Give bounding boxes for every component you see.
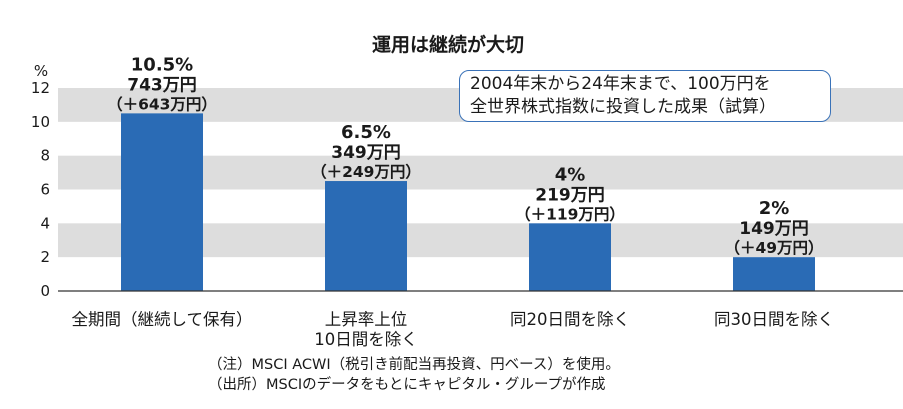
y-tick-label: 12 — [31, 79, 50, 97]
x-tick-label: 上昇率上位 — [325, 310, 408, 329]
data-label-gain: （＋643万円） — [107, 95, 217, 113]
footnote-note: （注）MSCI ACWI（税引き前配当再投資、円ベース）を使用。 — [208, 357, 620, 373]
data-label-gain: （＋249万円） — [311, 163, 421, 181]
x-tick-label: 同30日間を除く — [714, 310, 834, 329]
y-tick-label: 8 — [40, 147, 50, 165]
data-label-percent: 2% — [759, 198, 790, 219]
data-label-gain: （＋49万円） — [724, 239, 823, 257]
y-axis-ticks: 0 2 4 6 8 10 12 — [31, 79, 50, 300]
x-tick-label: 10日間を除く — [314, 330, 418, 349]
bars — [121, 113, 815, 291]
data-label-amount: 149万円 — [739, 219, 809, 239]
footnote-source: （出所）MSCIのデータをもとにキャピタル・グループが作成 — [208, 377, 606, 393]
y-tick-label: 0 — [40, 282, 50, 300]
chart-title: 運用は継続が大切 — [372, 33, 524, 56]
data-label-amount: 349万円 — [331, 143, 401, 163]
bar — [121, 113, 203, 291]
annotation-box: 2004年末から24年末まで、100万円を 全世界株式指数に投資した成果（試算） — [459, 70, 831, 122]
annotation-line-1: 2004年末から24年末まで、100万円を — [470, 74, 771, 94]
data-label-percent: 4% — [555, 164, 586, 185]
y-axis-unit-label: % — [34, 62, 48, 80]
data-label-percent: 10.5% — [131, 54, 193, 75]
x-tick-label: 全期間（継続して保有） — [71, 310, 252, 329]
y-tick-label: 10 — [31, 113, 50, 131]
data-labels: 10.5%743万円（＋643万円） 6.5%349万円（＋249万円） 4%219… — [107, 54, 823, 257]
data-label-amount: 219万円 — [535, 185, 605, 205]
y-tick-label: 6 — [40, 181, 50, 199]
data-label-gain: （＋119万円） — [515, 205, 625, 223]
data-label-percent: 6.5% — [341, 122, 391, 143]
y-tick-label: 2 — [40, 248, 50, 266]
data-label-amount: 743万円 — [127, 75, 197, 95]
bar — [529, 223, 611, 291]
bar — [733, 257, 815, 291]
annotation-line-2: 全世界株式指数に投資した成果（試算） — [470, 97, 776, 117]
bar — [325, 181, 407, 291]
x-tick-label: 同20日間を除く — [510, 310, 630, 329]
y-tick-label: 4 — [40, 214, 50, 232]
